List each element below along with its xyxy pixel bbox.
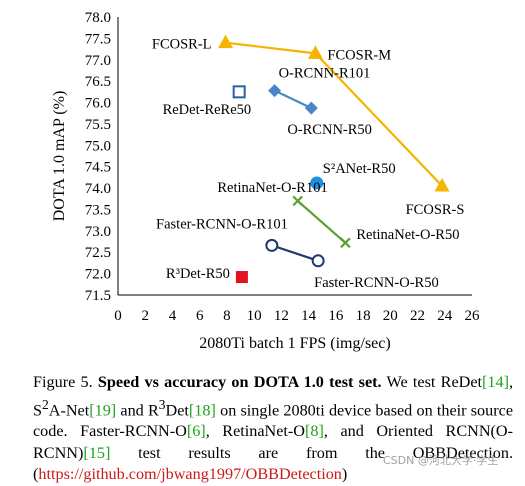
figure-caption: Figure 5. Speed vs accuracy on DOTA 1.0 … <box>33 372 513 486</box>
point-label: Faster-RCNN-O-R101 <box>156 216 288 232</box>
x-tick-label: 2 <box>141 308 149 324</box>
x-tick-label: 16 <box>328 308 344 324</box>
caption-ref-8[interactable]: [8] <box>305 422 324 441</box>
point-label: FCOSR-M <box>327 47 391 63</box>
caption-text-5: Det <box>165 400 189 419</box>
x-tick-label: 6 <box>196 308 204 324</box>
caption-url-link[interactable]: https://github.com/jbwang1997/OBBDetecti… <box>38 465 342 484</box>
y-tick-label: 73.5 <box>85 202 111 218</box>
y-tick-label: 75.5 <box>85 117 111 133</box>
point-labels: FCOSR-L FCOSR-M FCOSR-S O-RCNN-R101 O-RCNN-R… <box>152 37 465 291</box>
y-tick-label: 72.5 <box>85 245 111 261</box>
x-tick-label: 22 <box>410 308 425 324</box>
data-point <box>265 238 279 252</box>
caption-ref-18[interactable]: [18] <box>188 400 216 419</box>
x-axis-title: 2080Ti batch 1 FPS (img/sec) <box>199 335 390 352</box>
y-tick-label: 73.0 <box>85 224 111 240</box>
watermark: CSDN @河北大学·学生 <box>383 454 499 467</box>
x-tick-label: 18 <box>356 308 371 324</box>
caption-text-8: , and Oriented RCNN(O-RCNN) <box>33 422 513 462</box>
data-point <box>304 101 318 115</box>
caption-bold-title: Speed vs accuracy on DOTA 1.0 test set. <box>97 373 382 391</box>
series-line <box>296 200 347 244</box>
caption-text-6: on single 2080ti device based on their s… <box>33 400 514 441</box>
data-point <box>235 271 248 284</box>
y-tick-label: 76.5 <box>85 74 111 90</box>
x-tick-label: 24 <box>437 308 453 324</box>
y-tick-label: 77.0 <box>85 53 111 69</box>
caption-ref-15[interactable]: [15] <box>83 443 111 462</box>
point-label: O-RCNN-R50 <box>287 122 372 138</box>
data-point <box>311 254 325 268</box>
caption-text-7: , RetinaNet-O <box>205 422 305 441</box>
x-tick-label: 10 <box>247 308 262 324</box>
data-point <box>218 34 234 49</box>
x-tick-label: 12 <box>274 308 289 324</box>
caption-text-9: test results are from the OBBDetection. … <box>33 443 513 484</box>
y-tick-labels: 71.5 72.0 72.5 73.0 73.5 74.0 74.5 75.0 75.5 76.0… <box>85 10 111 304</box>
y-tick-label: 72.0 <box>85 267 111 283</box>
series-line <box>274 89 312 110</box>
point-label: Faster-RCNN-O-R50 <box>314 275 439 291</box>
caption-text-4: and R <box>116 400 159 419</box>
point-label: RetinaNet-O-R101 <box>217 180 327 196</box>
caption-ref-14[interactable]: [14] <box>482 373 509 391</box>
x-tick-label: 8 <box>223 308 231 324</box>
x-tick-label: 4 <box>169 308 177 324</box>
y-tick-label: 77.5 <box>85 31 111 47</box>
y-tick-label: 75.0 <box>85 138 111 154</box>
data-point <box>268 84 282 98</box>
y-tick-label: 71.5 <box>85 288 111 304</box>
chart: 0 2 4 6 8 10 12 14 16 18 20 22 24 26 71.572.072.573.0… <box>51 10 480 352</box>
caption-text-3: A-Net <box>48 400 90 419</box>
caption-ref-6[interactable]: [6] <box>186 422 206 441</box>
point-label: ReDet-ReRe50 <box>163 102 252 118</box>
data-point <box>292 195 304 207</box>
data-point <box>232 85 246 99</box>
caption-sup-2: 2 <box>42 396 49 412</box>
caption-sup-3: 3 <box>158 396 166 412</box>
point-label: RetinaNet-O-R50 <box>356 227 459 243</box>
series-line <box>271 244 319 262</box>
axes <box>117 17 472 296</box>
caption-figure-number: Figure 5. <box>33 373 93 391</box>
x-tick-label: 26 <box>465 308 481 324</box>
point-label: R³Det-R50 <box>166 266 230 282</box>
caption-text-10: ) <box>341 465 348 484</box>
caption-ref-19[interactable]: [19] <box>89 400 117 419</box>
y-tick-label: 78.0 <box>85 10 111 26</box>
y-tick-label: 74.5 <box>85 160 111 176</box>
x-tick-labels: 0 2 4 6 8 10 12 14 16 18 20 22 24 26 <box>114 308 480 324</box>
x-tick-label: 0 <box>114 308 122 324</box>
y-axis-title: DOTA 1.0 mAP (%) <box>51 91 68 222</box>
x-tick-label: 20 <box>383 308 398 324</box>
point-label: O-RCNN-R101 <box>279 66 371 82</box>
point-label: S²ANet-R50 <box>323 161 396 177</box>
point-label: FCOSR-S <box>406 202 465 218</box>
point-label: FCOSR-L <box>152 37 212 53</box>
data-point <box>307 45 323 59</box>
markers <box>218 34 450 284</box>
y-tick-label: 76.0 <box>85 96 111 112</box>
data-point <box>340 237 351 249</box>
y-tick-label: 74.0 <box>85 181 111 197</box>
x-tick-label: 14 <box>301 308 317 324</box>
caption-text-2: , S <box>33 373 514 419</box>
caption-text-1: We test ReDet <box>386 373 483 391</box>
data-point <box>434 177 450 192</box>
data-point <box>310 176 324 190</box>
